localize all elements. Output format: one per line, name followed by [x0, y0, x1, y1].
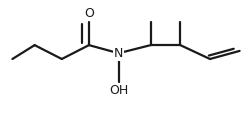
Text: N: N — [114, 47, 123, 60]
Text: OH: OH — [109, 84, 128, 97]
Text: O: O — [84, 7, 94, 20]
